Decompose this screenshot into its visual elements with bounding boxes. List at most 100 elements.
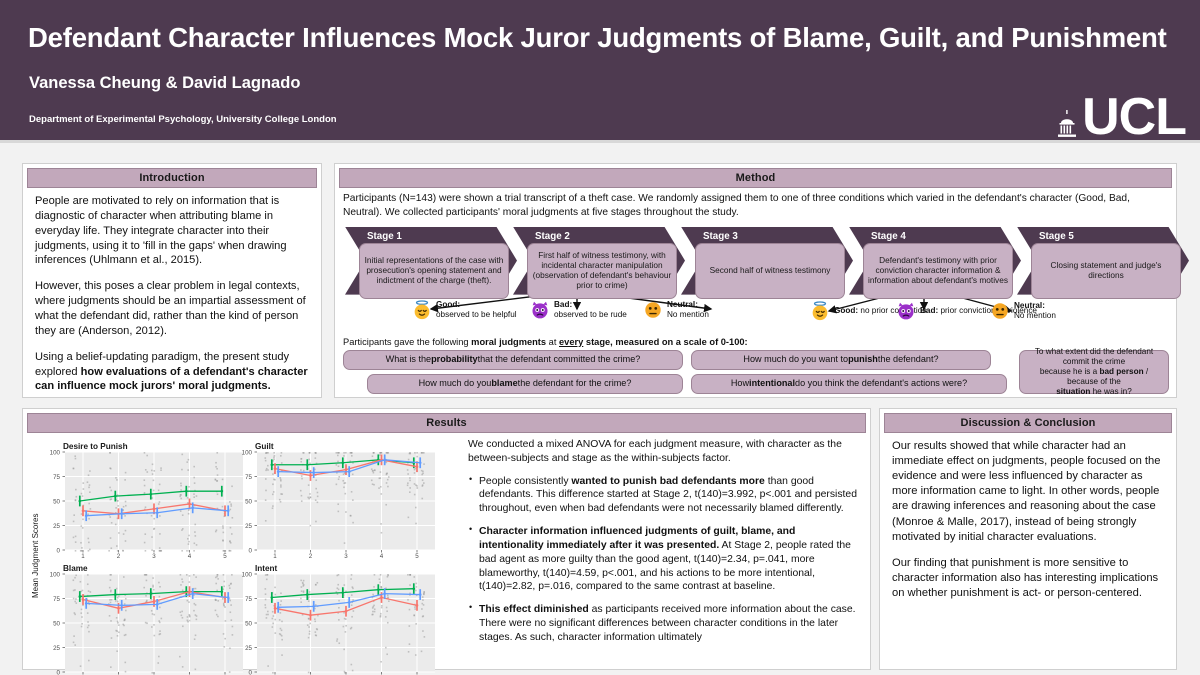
- stage-5-label: Stage 5: [1039, 230, 1074, 242]
- stage4-good-desc: no prior conviction: [860, 305, 927, 315]
- stage4-good-label: Good:: [834, 305, 859, 315]
- stage4-neutral-label: Neutral:: [1014, 301, 1045, 311]
- q1-pre: How much do you want to: [743, 354, 849, 365]
- svg-text:2: 2: [117, 553, 121, 560]
- question-probability[interactable]: What is the probability that the defenda…: [343, 349, 683, 370]
- stage2-character-good: Good: observed to be helpful: [411, 299, 517, 321]
- results-bullet-1: People consistently wanted to punish bad…: [468, 474, 862, 516]
- stage-4: Stage 4 Defendant's testimony with prior…: [849, 226, 1021, 299]
- method-panel: Method Participants (N=143) were shown a…: [334, 163, 1189, 398]
- stage-1-card: Initial representations of the case with…: [359, 242, 509, 299]
- results-panel: Results Mean Judgment Scores Desire to P…: [22, 408, 871, 675]
- stage4-neutral-desc: No mention: [1014, 310, 1056, 320]
- svg-text:100: 100: [50, 571, 61, 578]
- svg-text:Desire to Punish: Desire to Punish: [63, 442, 128, 451]
- svg-text:3: 3: [152, 553, 156, 560]
- stage-2-card: First half of witness testimony, with in…: [527, 242, 677, 299]
- stage2-bad-desc: observed to be rude: [554, 309, 627, 319]
- svg-text:1: 1: [273, 553, 277, 560]
- discussion-heading: Discussion & Conclusion: [884, 413, 1172, 433]
- q1-bold: punish: [848, 354, 878, 365]
- question-bad-person-situation[interactable]: To what extent did the defendant commit …: [1019, 346, 1169, 397]
- jq-intro-b: moral judgments: [471, 336, 547, 347]
- introduction-body: People are motivated to rely on informat…: [27, 188, 317, 400]
- svg-text:100: 100: [50, 449, 61, 456]
- stage4-neutral-text: Neutral: No mention: [1014, 301, 1056, 320]
- results-lead: We conducted a mixed ANOVA for each judg…: [468, 439, 842, 464]
- stage2-good-desc: observed to be helpful: [436, 309, 517, 319]
- svg-text:25: 25: [245, 645, 252, 652]
- stage4-good-text: Good: no prior conviction: [834, 306, 927, 316]
- stage-3-card: Second half of witness testimony: [695, 242, 845, 299]
- neutral-face-emoji: [992, 302, 1008, 319]
- q3-pre: How: [730, 378, 750, 389]
- svg-text:1: 1: [81, 553, 85, 560]
- ucl-logo: UCL: [1056, 91, 1187, 143]
- jq-intro-e: stage, measured on a scale of 0-100:: [583, 336, 748, 347]
- svg-text:50: 50: [245, 620, 252, 627]
- intro-p3-plain: Using a belief-updating paradigm, the pr…: [35, 350, 290, 378]
- stage-3: Stage 3 Second half of witness testimony: [681, 226, 853, 299]
- svg-text:0: 0: [249, 547, 253, 554]
- stage4-character-good: Good: no prior conviction: [809, 300, 927, 322]
- discussion-paragraph-1: Our results showed that while character …: [892, 440, 1161, 543]
- svg-text:75: 75: [53, 596, 60, 603]
- q1-post: the defendant?: [877, 354, 939, 365]
- svg-text:4: 4: [380, 553, 384, 560]
- svg-text:100: 100: [242, 571, 253, 578]
- stage-4-card: Defendant's testimony with prior convict…: [863, 242, 1013, 299]
- stage-5-card: Closing statement and judge's directions: [1031, 242, 1181, 299]
- svg-text:0: 0: [249, 669, 253, 675]
- authors: Vanessa Cheung & David Lagnado: [29, 74, 301, 92]
- jq-intro-d: every: [559, 336, 584, 347]
- question-punish[interactable]: How much do you want to punish the defen…: [691, 349, 991, 370]
- q2-bold: blame: [491, 378, 518, 389]
- stage4-bad-desc: prior conviction of violence: [940, 305, 1037, 315]
- svg-text:50: 50: [53, 498, 60, 505]
- svg-text:2: 2: [309, 553, 313, 560]
- question-intentional[interactable]: How intentional do you think the defenda…: [691, 373, 1007, 394]
- stage4-bad-text: Bad: prior conviction of violence: [920, 306, 1037, 316]
- svg-text:5: 5: [415, 553, 419, 560]
- qt-l3-post: he was in?: [1090, 386, 1132, 396]
- rb2-bold: This effect diminished: [479, 604, 589, 616]
- neutral-face-emoji: [645, 301, 661, 318]
- stage-flow-diagram: Stage 1 Initial representations of the c…: [339, 226, 1189, 335]
- svg-text:4: 4: [188, 553, 192, 560]
- svg-text:100: 100: [242, 449, 253, 456]
- introduction-panel: Introduction People are motivated to rel…: [22, 163, 322, 398]
- qt-l2-pre: because he is a: [1039, 366, 1100, 376]
- q0-bold: probability: [431, 354, 478, 365]
- qt-line2: because he is a bad person / because of …: [1027, 367, 1161, 387]
- judgments-intro: Participants gave the following moral ju…: [339, 335, 1172, 350]
- judgment-questions-group: What is the probability that the defenda…: [339, 346, 1172, 397]
- q2-post: the defendant for the crime?: [517, 378, 632, 389]
- qt-l3-bold: situation: [1056, 386, 1091, 396]
- method-intro-text: Participants (N=143) were shown a trial …: [343, 193, 1130, 219]
- svg-text:Guilt: Guilt: [255, 442, 274, 451]
- svg-text:0: 0: [57, 669, 61, 675]
- question-blame[interactable]: How much do you blame the defendant for …: [367, 373, 683, 394]
- stage2-character-bad: Bad: observed to be rude: [529, 299, 627, 321]
- rb0-post: than good defendants. This difference st…: [479, 475, 857, 515]
- rb2-post: as participants received more informatio…: [479, 604, 856, 643]
- stage-1: Stage 1 Initial representations of the c…: [345, 226, 517, 299]
- svg-text:Blame: Blame: [63, 564, 88, 573]
- svg-text:75: 75: [53, 474, 60, 481]
- stage2-character-neutral: Neutral: No mention: [642, 299, 709, 321]
- stage4-bad-label: Bad:: [920, 305, 939, 315]
- results-bullet-2: Character information influenced judgmen…: [468, 524, 862, 594]
- rb0-pre: People consistently: [479, 475, 572, 487]
- svg-text:50: 50: [53, 620, 60, 627]
- q3-bold: intentional: [749, 378, 796, 389]
- stage-5: Stage 5 Closing statement and judge's di…: [1017, 226, 1189, 299]
- jq-intro-c: at: [546, 336, 559, 347]
- results-text: We conducted a mixed ANOVA for each judg…: [468, 438, 866, 675]
- stage4-character-bad: Bad: prior conviction of violence: [895, 300, 1037, 322]
- angel-face-emoji: [812, 300, 828, 320]
- stage2-neutral-label: Neutral:: [667, 300, 698, 310]
- qt-line3: situation he was in?: [1056, 387, 1132, 397]
- qt-line1: To what extent did the defendant commit …: [1034, 346, 1154, 366]
- results-charts: Mean Judgment Scores Desire to Punish 0 25…: [27, 438, 462, 675]
